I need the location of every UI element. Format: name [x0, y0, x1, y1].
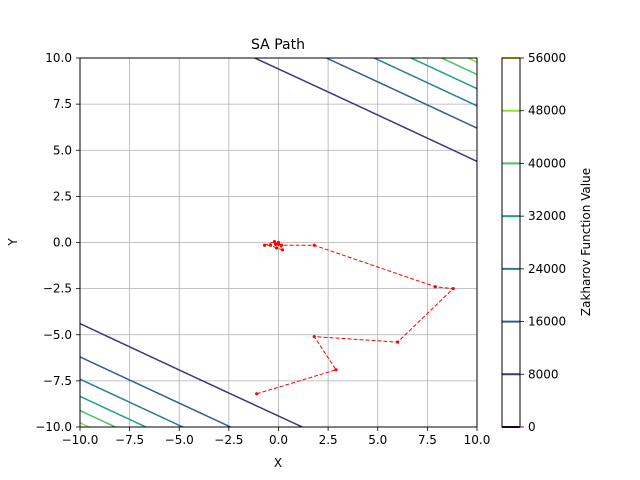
sa-path-point	[280, 248, 285, 252]
y-tick-label: −7.5	[43, 374, 72, 388]
sa-path-point	[273, 242, 278, 246]
sa-path-point	[279, 243, 284, 247]
y-tick-label: 7.5	[53, 97, 72, 111]
y-tick-label: −2.5	[43, 282, 72, 296]
x-tick-label: 2.5	[319, 433, 338, 447]
x-tick-label: 5.0	[368, 433, 387, 447]
contour-line	[80, 378, 185, 427]
x-axis-label: X	[274, 456, 282, 470]
sa-path-point	[274, 246, 279, 250]
sa-path	[255, 239, 455, 396]
contour-line	[252, 58, 477, 163]
sa-path-point	[433, 285, 437, 289]
x-tick-label: −7.5	[115, 433, 144, 447]
x-tick-label: −2.5	[214, 433, 243, 447]
colorbar-tick-label: 24000	[528, 262, 566, 276]
x-tick-label: 10.0	[464, 433, 491, 447]
plot-area: −10.0 −7.5 −5.0 −2.5 0.0 2.5 5.0 7.5 10.0 −10.0−…	[35, 40, 491, 447]
sa-path-point	[268, 243, 273, 247]
sa-path-point	[276, 242, 281, 246]
colorbar-background	[502, 58, 520, 427]
colorbar-label: Zakharov Function Value	[579, 168, 593, 316]
contour-line	[372, 58, 477, 107]
colorbar-tick-label: 0	[528, 420, 536, 434]
colorbar-tick-label: 16000	[528, 315, 566, 329]
sa-path-point	[334, 368, 338, 372]
contour-line	[452, 40, 477, 52]
y-tick-label: 10.0	[45, 51, 72, 65]
sa-path-point	[396, 340, 400, 344]
y-tick-label: 5.0	[53, 143, 72, 157]
x-axis-ticks: −10.0 −7.5 −5.0 −2.5 0.0 2.5 5.0 7.5 10.0	[62, 427, 491, 447]
chart-title: SA Path	[251, 37, 305, 53]
x-tick-label: 7.5	[418, 433, 437, 447]
y-tick-label: −5.0	[43, 328, 72, 342]
contour-line	[80, 322, 305, 427]
colorbar-tick-label: 48000	[528, 104, 566, 118]
x-tick-label: −10.0	[62, 433, 99, 447]
x-tick-label: −5.0	[165, 433, 194, 447]
colorbar: 0 8000 16000 24000 32000 40000 48000 56000 Zakh…	[501, 51, 593, 434]
contour-line	[324, 58, 477, 129]
colorbar-tick-label: 8000	[528, 367, 559, 381]
y-tick-label: 0.0	[53, 236, 72, 250]
colorbar-ticks: 0 8000 16000 24000 32000 40000 48000 56000	[520, 51, 566, 434]
sa-path-point	[263, 243, 267, 247]
contour-line	[439, 58, 477, 76]
contour-line	[80, 356, 233, 427]
sa-path-point	[255, 392, 259, 396]
colorbar-frame	[501, 57, 521, 428]
contour-line	[80, 409, 118, 427]
colorbar-tick-label: 56000	[528, 51, 566, 65]
y-axis-label: Y	[6, 238, 20, 247]
sa-path-point	[272, 239, 277, 244]
y-axis-ticks: −10.0 −7.5 −5.0 −2.5 0.0 2.5 5.0 7.5 10.0	[35, 51, 80, 434]
contour-line	[80, 395, 148, 427]
y-tick-label: 2.5	[53, 189, 72, 203]
contour-lines	[80, 40, 477, 427]
y-tick-label: −10.0	[35, 420, 72, 434]
x-tick-label: 0.0	[269, 433, 288, 447]
colorbar-tick-label: 40000	[528, 156, 566, 170]
sa-path-point	[312, 334, 316, 339]
sa-path-point	[451, 287, 455, 291]
sa-path-point	[312, 243, 316, 247]
colorbar-tick-label: 32000	[528, 209, 566, 223]
contour-line	[409, 58, 477, 90]
